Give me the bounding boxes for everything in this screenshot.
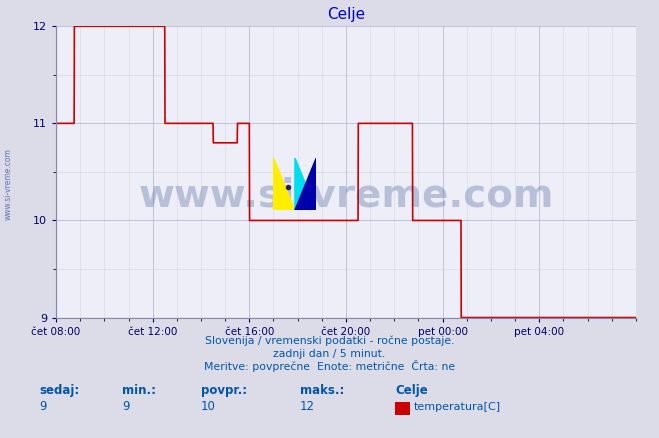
Text: zadnji dan / 5 minut.: zadnji dan / 5 minut.: [273, 349, 386, 359]
Text: 12: 12: [300, 399, 315, 413]
Text: Celje: Celje: [395, 384, 428, 397]
Polygon shape: [273, 158, 295, 210]
Text: 10: 10: [201, 399, 216, 413]
Polygon shape: [295, 158, 316, 210]
Text: 9: 9: [40, 399, 47, 413]
Text: min.:: min.:: [122, 384, 156, 397]
Text: Slovenija / vremenski podatki - ročne postaje.: Slovenija / vremenski podatki - ročne po…: [205, 336, 454, 346]
Text: 9: 9: [122, 399, 129, 413]
Text: sedaj:: sedaj:: [40, 384, 80, 397]
Text: www.si-vreme.com: www.si-vreme.com: [138, 176, 554, 214]
Text: Meritve: povprečne  Enote: metrične  Črta: ne: Meritve: povprečne Enote: metrične Črta:…: [204, 360, 455, 372]
Text: temperatura[C]: temperatura[C]: [414, 403, 501, 413]
Text: www.si-vreme.com: www.si-vreme.com: [3, 148, 13, 220]
Text: povpr.:: povpr.:: [201, 384, 247, 397]
Polygon shape: [295, 158, 316, 210]
Title: Celje: Celje: [327, 7, 365, 22]
Text: maks.:: maks.:: [300, 384, 344, 397]
